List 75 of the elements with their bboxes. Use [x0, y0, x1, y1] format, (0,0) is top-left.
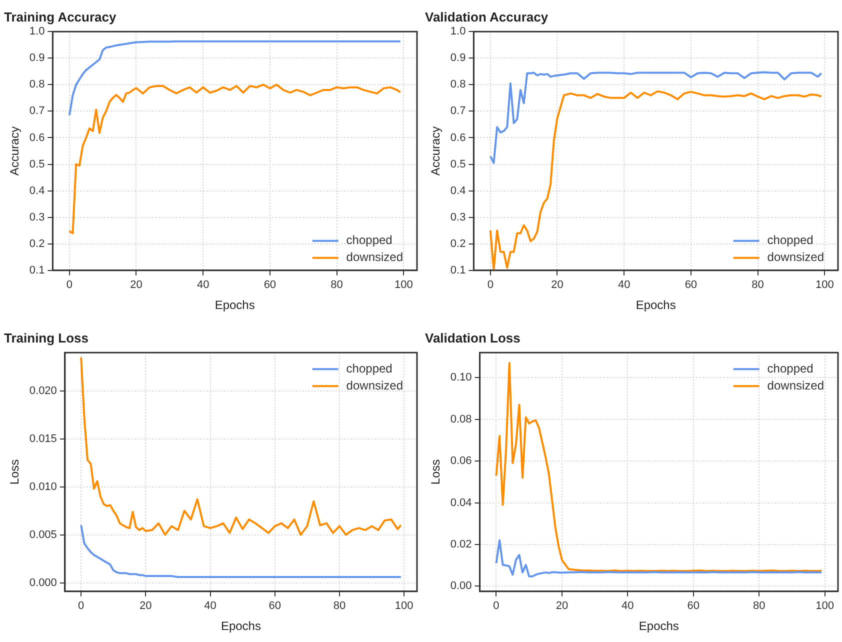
x-axis-title: Epochs	[638, 619, 679, 634]
x-tick-label: 40	[196, 279, 210, 292]
y-tick-label: 0.9	[450, 52, 466, 64]
y-tick-label: 0.2	[450, 238, 466, 250]
y-tick-label: 0.020	[29, 384, 57, 397]
x-tick-label: 20	[140, 600, 152, 612]
x-tick-label: 100	[394, 600, 414, 612]
x-tick-label: 0	[487, 279, 494, 292]
legend-label: downsized	[767, 250, 824, 264]
y-axis-title: Accuracy	[8, 126, 22, 176]
x-tick-label: 60	[268, 600, 282, 612]
y-tick-label: 0.4	[29, 184, 45, 197]
y-tick-label: 0.3	[29, 211, 45, 224]
y-tick-label: 0.7	[29, 105, 45, 118]
x-tick-label: 80	[333, 600, 346, 612]
chart-title: Training Loss	[4, 330, 89, 346]
y-axis-title: Loss	[428, 459, 443, 485]
legend-label: chopped	[767, 361, 814, 376]
x-tick-label: 60	[264, 279, 276, 292]
y-tick-label: 0.08	[450, 413, 472, 426]
y-tick-label: 0.5	[29, 158, 45, 170]
x-tick-label: 20	[551, 279, 564, 292]
y-tick-label: 0.6	[29, 132, 45, 144]
legend-label: chopped	[346, 361, 392, 376]
x-tick-label: 40	[622, 600, 634, 612]
y-tick-label: 1.0	[29, 26, 45, 38]
y-tick-label: 0.04	[450, 496, 472, 509]
y-tick-label: 0.2	[29, 238, 45, 250]
y-tick-label: 0.005	[29, 528, 57, 541]
chart-title: Validation Accuracy	[425, 9, 549, 24]
x-axis-title: Epochs	[220, 619, 261, 634]
y-tick-label: 0.8	[29, 78, 45, 91]
y-tick-label: 0.02	[450, 538, 472, 551]
y-tick-label: 0.5	[450, 158, 466, 170]
chart-title: Validation Loss	[425, 330, 520, 346]
x-tick-label: 0	[66, 279, 72, 292]
y-tick-label: 0.4	[450, 184, 466, 197]
x-tick-label: 0	[78, 600, 84, 612]
x-tick-label: 100	[816, 600, 834, 612]
x-tick-label: 80	[752, 279, 764, 292]
y-tick-label: 0.010	[29, 480, 57, 493]
x-axis-title: Epochs	[636, 298, 676, 312]
x-tick-label: 100	[815, 279, 834, 292]
y-tick-label: 0.00	[450, 580, 472, 592]
y-axis-title: Accuracy	[428, 126, 443, 176]
x-tick-label: 0	[493, 600, 500, 612]
y-tick-label: 0.6	[450, 132, 466, 144]
x-tick-label: 40	[204, 600, 216, 612]
x-tick-label: 60	[687, 600, 700, 612]
y-tick-label: 0.1	[29, 264, 45, 276]
y-tick-label: 1.0	[450, 26, 466, 38]
y-tick-label: 0.1	[450, 264, 466, 276]
x-tick-label: 40	[618, 279, 630, 292]
chart-title: Training Accuracy	[4, 9, 117, 24]
y-tick-label: 0.7	[450, 105, 466, 118]
legend-label: chopped	[767, 233, 814, 248]
x-axis-title: Epochs	[214, 298, 255, 312]
x-tick-label: 20	[130, 279, 142, 292]
y-tick-label: 0.3	[450, 211, 466, 224]
y-axis-title: Loss	[8, 459, 22, 485]
y-tick-label: 0.06	[450, 455, 472, 468]
x-tick-label: 60	[684, 279, 698, 292]
y-tick-label: 0.000	[29, 576, 57, 589]
legend-label: downsized	[346, 250, 403, 264]
y-tick-label: 0.015	[29, 432, 57, 445]
y-tick-label: 0.8	[450, 78, 466, 91]
legend-label: downsized	[346, 378, 403, 392]
y-tick-label: 0.10	[450, 372, 472, 384]
x-tick-label: 80	[753, 600, 766, 612]
x-tick-label: 80	[330, 279, 343, 292]
legend-label: downsized	[767, 378, 824, 392]
x-tick-label: 20	[556, 600, 568, 612]
y-tick-label: 0.9	[29, 52, 45, 64]
legend-label: chopped	[346, 233, 392, 248]
x-tick-label: 100	[394, 279, 413, 292]
